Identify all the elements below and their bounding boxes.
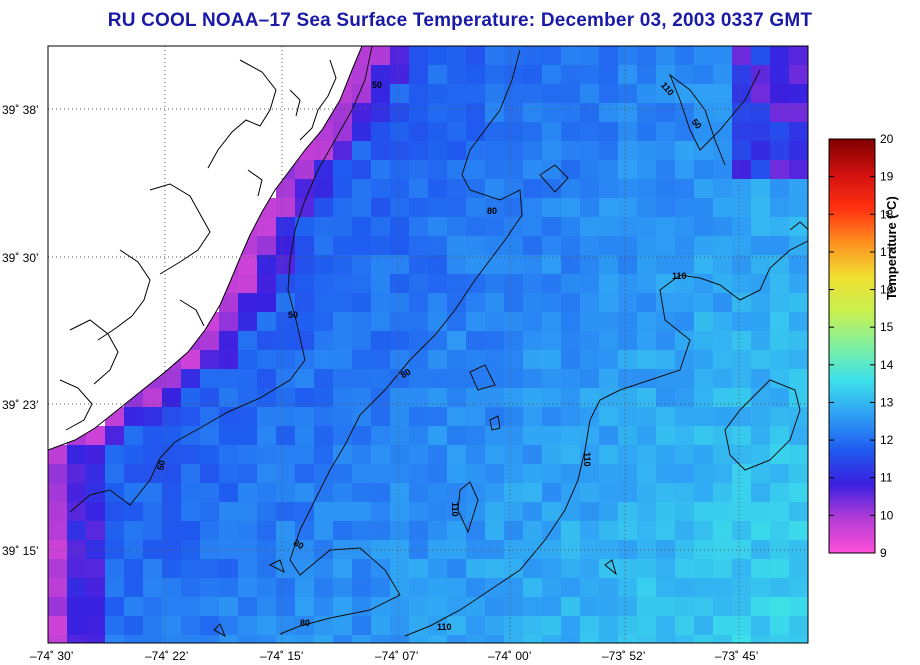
contour-label: 50	[155, 459, 167, 471]
colorbar-tick-label: 18	[880, 207, 894, 221]
colorbar	[828, 138, 876, 554]
colorbar-tick-label: 12	[880, 433, 894, 447]
contour-small-7	[604, 559, 617, 576]
contour-50-nearshore	[69, 46, 373, 513]
colorbar-tick-label: 13	[880, 395, 894, 409]
contour-label-group: 50 50 50 80 80 80 80 110 110 110 110 110…	[155, 80, 703, 632]
lat-tick-label: 39˚ 30’	[2, 251, 39, 265]
lon-tick-label: –73˚ 45’	[715, 649, 758, 663]
contour-lines	[69, 46, 808, 638]
colorbar-tick-label: 14	[880, 358, 894, 372]
colorbar-tick-label: 9	[880, 546, 887, 560]
latitude-ticks: 39˚ 38’ 39˚ 30’ 39˚ 23’ 39˚ 15’	[2, 103, 39, 558]
lat-tick-label: 39˚ 15’	[2, 544, 39, 558]
land-mass	[48, 46, 362, 450]
contour-80-mid	[279, 49, 523, 635]
contour-label: 50	[372, 80, 382, 90]
contour-label: 80	[399, 367, 413, 381]
colorbar-tick-label: 11	[880, 471, 893, 485]
coastline	[48, 46, 363, 451]
lon-tick-label: –74˚ 07’	[375, 649, 418, 663]
contour-label: 80	[292, 538, 306, 552]
colorbar-tick-label: 16	[880, 283, 894, 297]
contour-small-6	[213, 623, 227, 638]
lon-tick-label: –74˚ 15’	[260, 649, 303, 663]
longitude-ticks: –74˚ 30’ –74˚ 22’ –74˚ 15’ –74˚ 07’ –74˚…	[30, 649, 758, 663]
colorbar-tick-label: 15	[880, 320, 894, 334]
colorbar-tick-label: 19	[880, 170, 894, 184]
lon-tick-label: –74˚ 00’	[488, 649, 531, 663]
lon-tick-label: –73˚ 52’	[602, 649, 645, 663]
colorbar-title: Temperature (˚C)	[884, 196, 899, 300]
contour-label: 110	[672, 271, 687, 281]
lat-tick-label: 39˚ 38’	[2, 103, 39, 117]
contour-label: 110	[582, 452, 592, 467]
contour-label: 50	[690, 117, 704, 131]
colorbar-tick-label: 10	[880, 508, 894, 522]
contour-110-loop	[724, 379, 801, 471]
graticule	[48, 46, 808, 643]
plot-frame	[47, 45, 809, 644]
colorbar-ticks: 20 19 18 17 16 15 14 13 12 11 10 9	[829, 132, 894, 560]
contour-small-1	[539, 164, 569, 193]
contour-small-4	[489, 415, 501, 431]
colorbar-tick-label: 17	[880, 245, 894, 259]
contour-label: 80	[487, 206, 497, 216]
contour-small-2	[469, 364, 496, 391]
contour-label: 110	[450, 502, 460, 517]
lon-tick-label: –74˚ 30’	[30, 649, 73, 663]
lon-tick-label: –74˚ 22’	[145, 649, 188, 663]
contour-label: 50	[288, 310, 298, 320]
map-title: RU COOL NOAA–17 Sea Surface Temperature:…	[107, 10, 813, 31]
contour-small-8	[789, 221, 808, 231]
contour-label: 110	[437, 622, 452, 632]
contour-label: 80	[300, 618, 310, 628]
colorbar-tick-label: 20	[880, 132, 894, 146]
contour-110-outer	[404, 69, 808, 637]
lat-tick-label: 39˚ 23’	[2, 398, 39, 412]
contour-small-3	[457, 481, 479, 534]
